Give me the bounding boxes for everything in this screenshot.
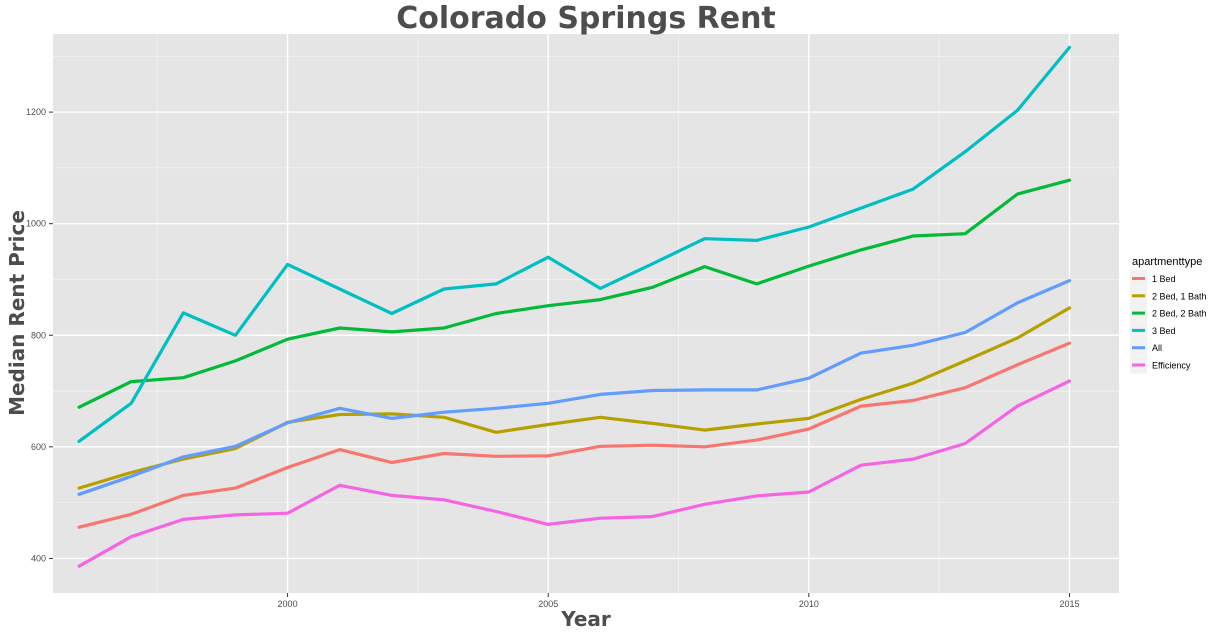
y-tick-label: 1200 [26, 107, 46, 117]
series-line-1-bed [77, 341, 1072, 529]
legend-label-3-bed: 3 Bed [1152, 326, 1176, 336]
panel-background [53, 34, 1119, 593]
legend-label-2-bed-2-bath: 2 Bed, 2 Bath [1152, 309, 1207, 319]
series-line-2-bed-2-bath [77, 178, 1072, 409]
legend-label-all: All [1152, 343, 1162, 353]
x-tick-label: 2005 [538, 599, 558, 609]
series-line-efficiency [77, 379, 1072, 568]
x-axis-title: Year [560, 607, 611, 631]
grid-major [53, 34, 1119, 593]
chart-title: Colorado Springs Rent [396, 1, 776, 36]
x-tick-label: 2000 [278, 599, 298, 609]
legend-title: apartmenttype [1132, 256, 1202, 268]
x-axis: 2000 2005 2010 2015 [278, 593, 1079, 609]
series-lines [77, 45, 1072, 568]
legend: apartmenttype 1 Bed 2 Bed, 1 Bath 2 Bed, 2… [1130, 256, 1207, 374]
y-tick-label: 1000 [26, 219, 46, 229]
y-axis: 400 600 800 1000 1200 [26, 107, 53, 563]
y-tick-label: 400 [31, 553, 46, 563]
x-tick-label: 2010 [799, 599, 819, 609]
y-tick-label: 800 [31, 330, 46, 340]
series-line-all [77, 279, 1072, 496]
legend-label-efficiency: Efficiency [1152, 361, 1191, 371]
y-tick-label: 600 [31, 442, 46, 452]
series-line-3-bed [77, 45, 1072, 443]
legend-label-2-bed-1-bath: 2 Bed, 1 Bath [1152, 291, 1207, 301]
legend-label-1-bed: 1 Bed [1152, 274, 1176, 284]
y-axis-title: Median Rent Price [5, 210, 29, 416]
x-tick-label: 2015 [1059, 599, 1079, 609]
